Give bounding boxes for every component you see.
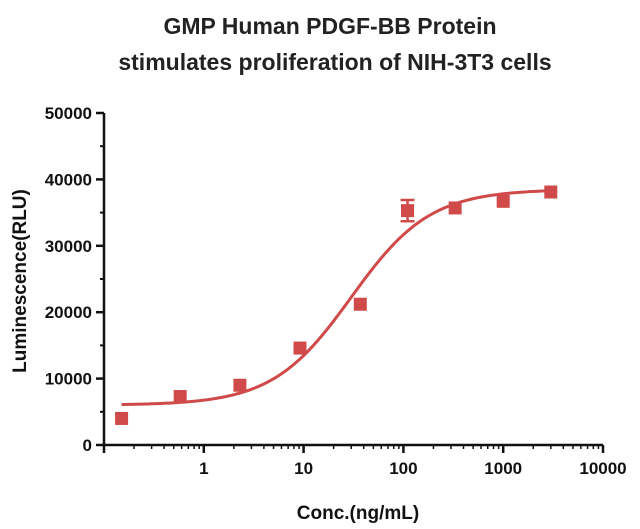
x-axis: 1 10 100 1000 10000 <box>102 443 627 478</box>
y-tick-label: 0 <box>83 436 92 455</box>
data-points-layer <box>115 185 558 425</box>
x-axis-label: Conc.(ng/mL) <box>297 503 419 524</box>
data-point <box>448 201 462 215</box>
x-tick-label: 1 <box>199 459 208 478</box>
y-tick-label: 20000 <box>45 303 92 322</box>
x-tick-label: 100 <box>389 459 417 478</box>
y-tick-label: 30000 <box>45 237 92 256</box>
data-point <box>544 185 558 199</box>
chart-title-line-1: GMP Human PDGF-BB Protein <box>163 13 496 39</box>
y-tick-label: 10000 <box>45 370 92 389</box>
y-axis: 0 10000 20000 30000 40000 50000 <box>45 104 106 455</box>
y-tick-label: 40000 <box>45 170 92 189</box>
data-point <box>233 378 247 392</box>
x-tick-label: 10000 <box>579 459 626 478</box>
data-point <box>293 341 307 355</box>
y-tick-label: 50000 <box>45 104 92 123</box>
data-point <box>115 411 129 425</box>
chart-title-line-2: stimulates proliferation of NIH-3T3 cell… <box>118 49 551 75</box>
x-tick-label: 1000 <box>484 459 522 478</box>
data-point <box>496 194 510 208</box>
fit-curve <box>121 189 551 407</box>
data-point <box>401 204 415 218</box>
data-point <box>353 297 367 311</box>
data-point <box>173 390 187 404</box>
y-axis-label: Luminescence(RLU) <box>10 189 31 373</box>
fit-curve-layer <box>121 189 551 407</box>
x-tick-label: 10 <box>294 459 313 478</box>
